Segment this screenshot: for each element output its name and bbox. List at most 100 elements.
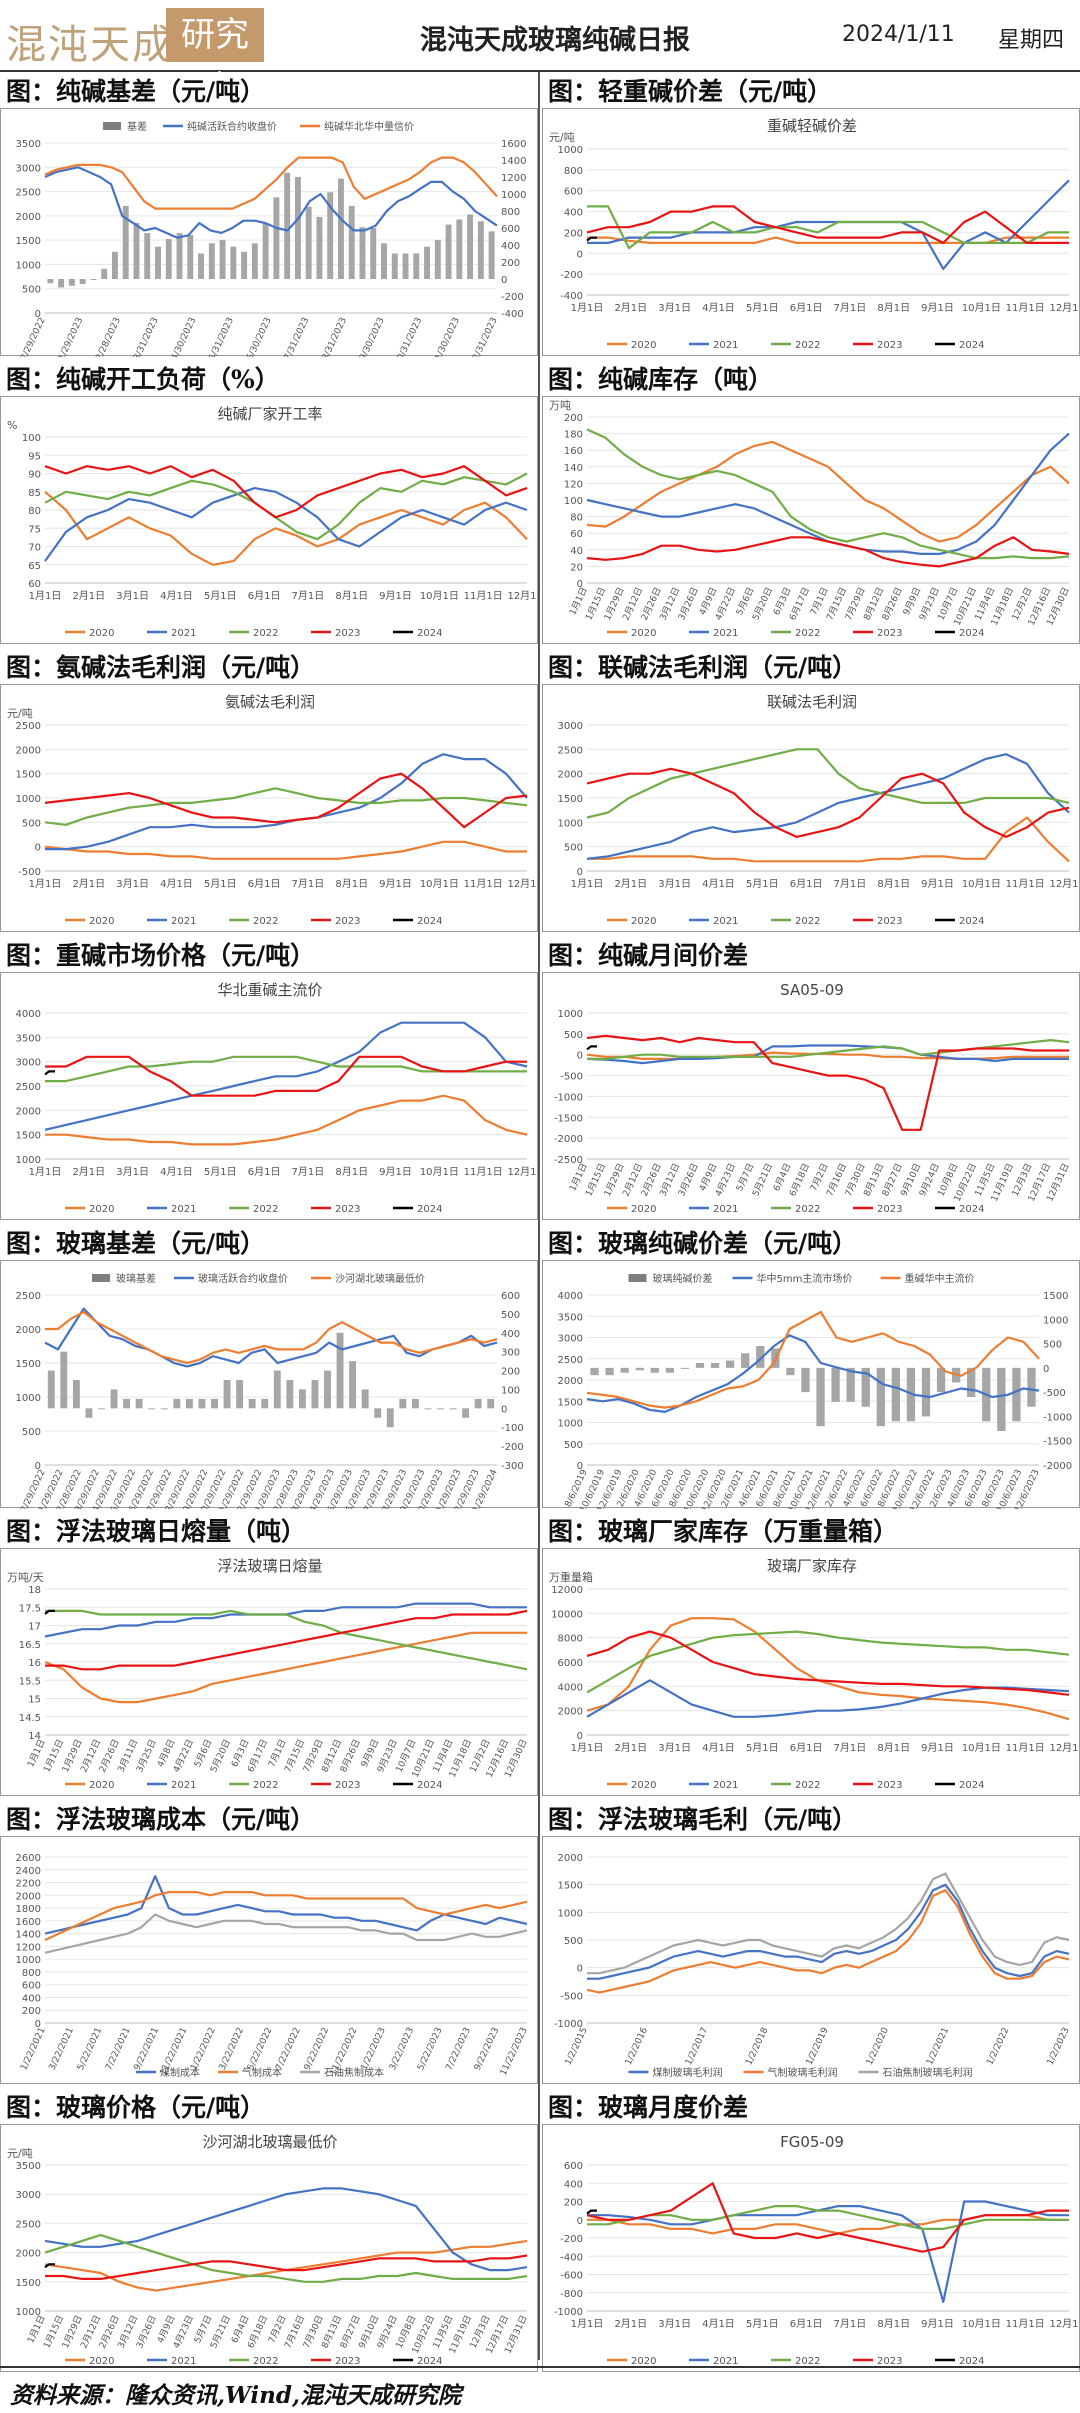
x-tick-label: 8月1日 [877,302,910,314]
legend-label: 沙河湖北玻璃最低价 [335,1272,425,1285]
bar [936,1367,946,1393]
bar [381,243,387,279]
x-tick-label: 9/22/2023 [473,2026,502,2072]
chart-title: FG05-09 [780,2133,844,2151]
x-tick-label: 11月1日 [464,1166,503,1178]
y-tick-label: 4000 [558,1291,583,1302]
y-tick-label: -2500 [554,1155,583,1166]
y-axis-unit: 万重量箱 [549,1570,593,1584]
series-line [586,1679,1070,1718]
x-tick-label: 6月1日 [790,1742,823,1754]
y2-tick-label: 1400 [501,156,526,167]
series-line [586,1051,1069,1060]
x-tick-label: 7/31/2023 [283,316,312,357]
series-line [587,2200,1069,2303]
legend-label: 2022 [795,628,820,639]
x-tick-label: 7/22/2022 [274,2026,303,2072]
y-tick-label: 65 [28,561,41,572]
series-line [587,179,1070,270]
x-tick-label: 1/2/2017 [684,2026,710,2067]
y-tick-label: 200 [564,2198,583,2209]
bar [58,279,65,288]
series-line [586,205,1069,244]
chart-panel: 图：浮法玻璃成本（元/吨） 0 200 400 600 800 1000 1200 1400 16… [0,1800,538,2084]
x-tick-label: 5/31/2023 [207,316,236,357]
y-tick-label: 600 [22,1981,41,1992]
y-tick-label: 140 [564,463,583,474]
x-tick-label: 9月1日 [379,590,412,602]
series-line [44,166,498,239]
series-line [586,1310,1040,1409]
series-line [44,1070,55,1076]
y-tick-label: 60 [570,529,583,540]
legend-label: 石油焦制成本 [324,2066,384,2079]
x-tick-label: 11月1日 [1006,1742,1045,1754]
chart-area: FG05-09 -1000 -800 -600 -400 -200 0 200 400 600 1月… [542,2124,1080,2372]
x-tick-label: 1/22/2023 [359,2026,388,2072]
bar [111,251,118,279]
bar [98,1408,105,1410]
x-tick-label: 12/29/2022 [17,316,48,357]
chart-title: 玻璃厂家库存 [767,1557,857,1575]
y2-tick-label: 600 [501,224,520,235]
legend-label: 2021 [713,340,738,351]
series-line [587,816,1070,863]
bar [185,1398,193,1409]
chart-heading: 图：联碱法毛利润（元/吨） [548,653,858,682]
legend-label: 石油焦制玻璃毛利润 [883,2066,973,2079]
chart-heading: 图：重碱市场价格（元/吨） [6,941,316,970]
chart-panel: 图：浮法玻璃日熔量（吨） 浮法玻璃日熔量 万吨/天 14 14.5 15 15.5 16 16.… [0,1512,538,1796]
bar [487,1398,495,1409]
y-tick-label: 1400 [16,1930,41,1941]
series-line [44,2187,528,2272]
y-axis-unit: 元/吨 [549,131,575,144]
series-line [587,1883,1070,1980]
y-tick-label: 1000 [16,794,41,805]
x-tick-label: 1/2/2016 [624,2026,650,2067]
y-tick-label: 600 [564,187,583,198]
bar [786,1367,795,1376]
y-tick-label: -1000 [554,2019,583,2030]
chart-title: 纯碱厂家开工率 [217,405,322,423]
legend-label: 2020 [631,1204,656,1215]
bar [846,1367,855,1402]
y-tick-label: 17 [28,1622,41,1633]
brand-logo: 混沌天成 研究院 [6,4,264,109]
series-line [45,1310,498,1365]
y2-tick-label: 400 [501,1329,520,1340]
y-tick-label: 500 [564,1440,583,1451]
chart-area: 重碱轻碱价差 元/吨 -400 -200 0 200 400 600 800 1000 1月1日 2月… [542,108,1080,356]
y-tick-label: 3000 [558,721,583,732]
legend-label: 2023 [877,1204,902,1215]
y2-tick-label: 1500 [1043,1291,1068,1302]
bar [133,222,140,279]
chart-panel: 图：纯碱基差（元/吨） 0 500 1000 1500 2000 2500 3000 3500-… [0,72,538,357]
x-tick-label: 3/22/2022 [218,2026,247,2072]
y-tick-label: 0 [35,843,41,854]
legend-label: 煤制成本 [160,2066,200,2079]
series-line [44,465,528,519]
y2-tick-label: 1000 [501,190,526,201]
x-tick-label: 5/22/2023 [416,2026,445,2072]
chart-panel: 图：重碱市场价格（元/吨） 华北重碱主流价 1000 1500 2000 2500 3000… [0,936,539,1220]
series-line [45,1609,528,1671]
series-line [587,2214,1069,2235]
x-tick-label: 8/31/2023 [320,316,349,357]
legend-label: 2023 [877,340,902,351]
report-weekday: 星期四 [998,28,1065,53]
legend-label: 2020 [89,2356,114,2367]
y-tick-label: -200 [560,270,583,281]
legend-label: 2023 [877,1780,902,1791]
y-tick-label: 95 [28,451,41,462]
y-tick-label: 4000 [16,1009,41,1020]
y2-tick-label: 1600 [501,139,526,150]
bar [248,1398,256,1409]
series-line [45,2254,528,2280]
chart-area: SA05-09 -2500 -2000 -1500 -1000 -500 0 500 1000 1… [542,972,1080,1220]
y-tick-label: 1000 [16,1155,41,1166]
legend-label: 2022 [795,1780,820,1791]
y-tick-label: -200 [560,2234,583,2245]
y-tick-label: 2400 [16,1866,41,1877]
bar [85,1408,93,1418]
y-tick-label: 500 [564,843,583,854]
